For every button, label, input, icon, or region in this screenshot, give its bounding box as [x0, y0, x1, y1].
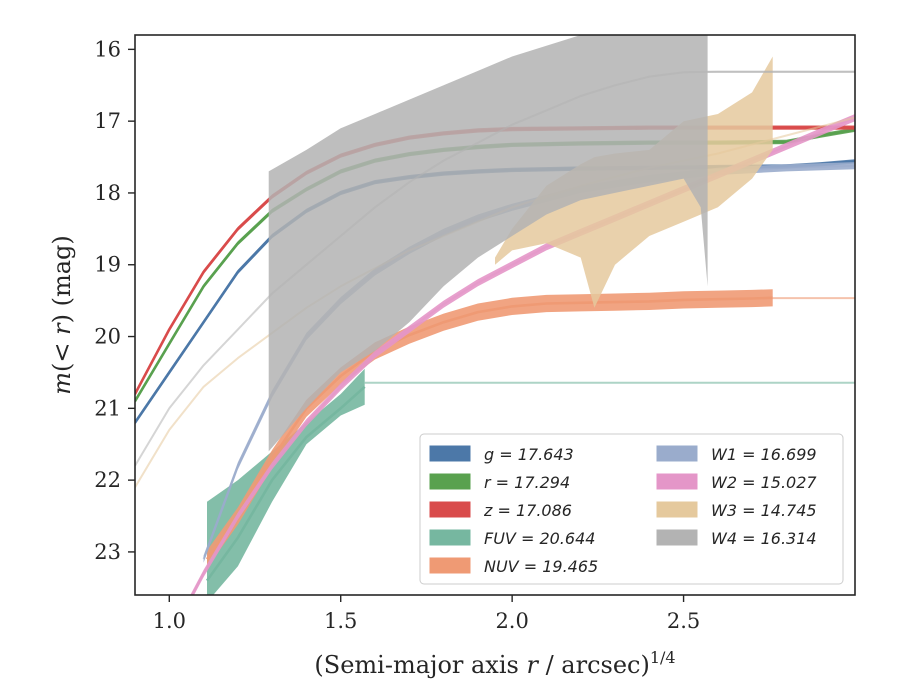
- x-axis: 1.0 1.5 2.0 2.5: [153, 595, 700, 633]
- y-axis: 16 17 18 19 20 21 22 23: [94, 37, 135, 564]
- legend-label-w2: W2 = 15.027: [711, 473, 817, 492]
- legend-label-z: z = 17.086: [483, 501, 572, 520]
- series-w4-line: [135, 70, 855, 467]
- plot-frame: [134, 34, 856, 596]
- legend-swatch-r: [429, 473, 471, 490]
- legend-label-r: r = 17.294: [484, 473, 570, 492]
- series-fuv: [205, 368, 855, 595]
- y-tick-label: 20: [94, 325, 121, 349]
- series-nuv-line: [205, 296, 773, 560]
- x-axis-title: (Semi-major axis r / arcsec)1/4: [314, 648, 675, 679]
- y-tick-label: 18: [94, 181, 121, 205]
- legend-swatch-w4: [656, 529, 698, 546]
- x-tick-label: 1.0: [153, 609, 186, 633]
- series-w4-band: [268, 35, 708, 452]
- legend-swatch-w1: [656, 445, 698, 462]
- legend: g = 17.643 r = 17.294 z = 17.086 FUV = 20.6…: [419, 433, 844, 585]
- series-fuv-band: [207, 368, 365, 595]
- legend-swatch-fuv: [429, 529, 471, 546]
- legend-swatch-w2: [656, 473, 698, 490]
- y-tick-label: 19: [94, 253, 121, 277]
- legend-label-w4: W4 = 16.314: [711, 529, 817, 548]
- legend-swatch-w3: [656, 501, 698, 518]
- y-tick-label: 23: [94, 540, 121, 564]
- series-layer: [135, 35, 855, 595]
- legend-swatch-nuv: [429, 557, 471, 574]
- legend-label-nuv: NUV = 19.465: [484, 557, 598, 576]
- y-tick-label: 22: [94, 468, 121, 492]
- x-tick-label: 2.0: [495, 609, 528, 633]
- series-nuv: [205, 289, 855, 568]
- legend-label-fuv: FUV = 20.644: [484, 529, 595, 548]
- y-axis-title: m(< r) (mag): [48, 235, 76, 395]
- series-fuv-line: [205, 385, 366, 582]
- x-tick-label: 1.5: [324, 609, 357, 633]
- y-tick-label: 17: [94, 109, 121, 133]
- y-tick-label: 16: [94, 37, 121, 61]
- legend-label-w3: W3 = 14.745: [711, 501, 817, 520]
- y-tick-label: 21: [94, 396, 121, 420]
- x-tick-label: 2.5: [667, 609, 700, 633]
- legend-swatch-z: [429, 501, 471, 518]
- legend-swatch-g: [429, 445, 471, 462]
- legend-label-w1: W1 = 16.699: [711, 445, 817, 464]
- legend-label-g: g = 17.643: [484, 445, 574, 464]
- series-w4: [135, 35, 855, 467]
- legend-frame: [419, 433, 844, 585]
